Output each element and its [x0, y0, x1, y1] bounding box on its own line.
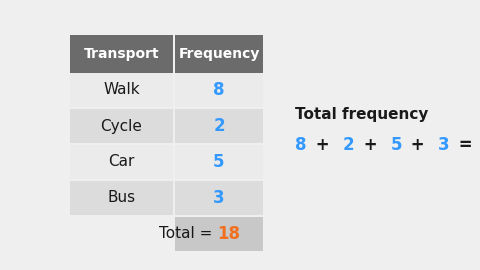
Text: 3: 3	[213, 189, 225, 207]
FancyBboxPatch shape	[175, 35, 263, 73]
Text: 18: 18	[217, 225, 240, 243]
Text: +: +	[405, 136, 431, 154]
Text: Walk: Walk	[103, 83, 140, 97]
Text: +: +	[310, 136, 335, 154]
Text: Cycle: Cycle	[101, 119, 143, 133]
FancyBboxPatch shape	[175, 73, 263, 107]
FancyBboxPatch shape	[175, 181, 263, 215]
FancyBboxPatch shape	[70, 35, 173, 73]
Text: 5: 5	[213, 153, 225, 171]
FancyBboxPatch shape	[175, 109, 263, 143]
Text: 8: 8	[213, 81, 225, 99]
Text: Frequency: Frequency	[178, 47, 260, 61]
FancyBboxPatch shape	[175, 217, 263, 251]
Text: =: =	[453, 136, 478, 154]
Text: 2: 2	[343, 136, 354, 154]
FancyBboxPatch shape	[70, 145, 173, 179]
Text: Total =: Total =	[159, 227, 217, 241]
Text: Total frequency: Total frequency	[295, 107, 428, 123]
FancyBboxPatch shape	[175, 145, 263, 179]
Text: 3: 3	[438, 136, 450, 154]
FancyBboxPatch shape	[70, 73, 173, 107]
Text: +: +	[358, 136, 383, 154]
Text: 2: 2	[213, 117, 225, 135]
Text: Transport: Transport	[84, 47, 159, 61]
Text: Car: Car	[108, 154, 135, 170]
Text: 5: 5	[390, 136, 402, 154]
FancyBboxPatch shape	[70, 109, 173, 143]
Text: 8: 8	[295, 136, 307, 154]
Text: Bus: Bus	[108, 191, 135, 205]
FancyBboxPatch shape	[70, 181, 173, 215]
